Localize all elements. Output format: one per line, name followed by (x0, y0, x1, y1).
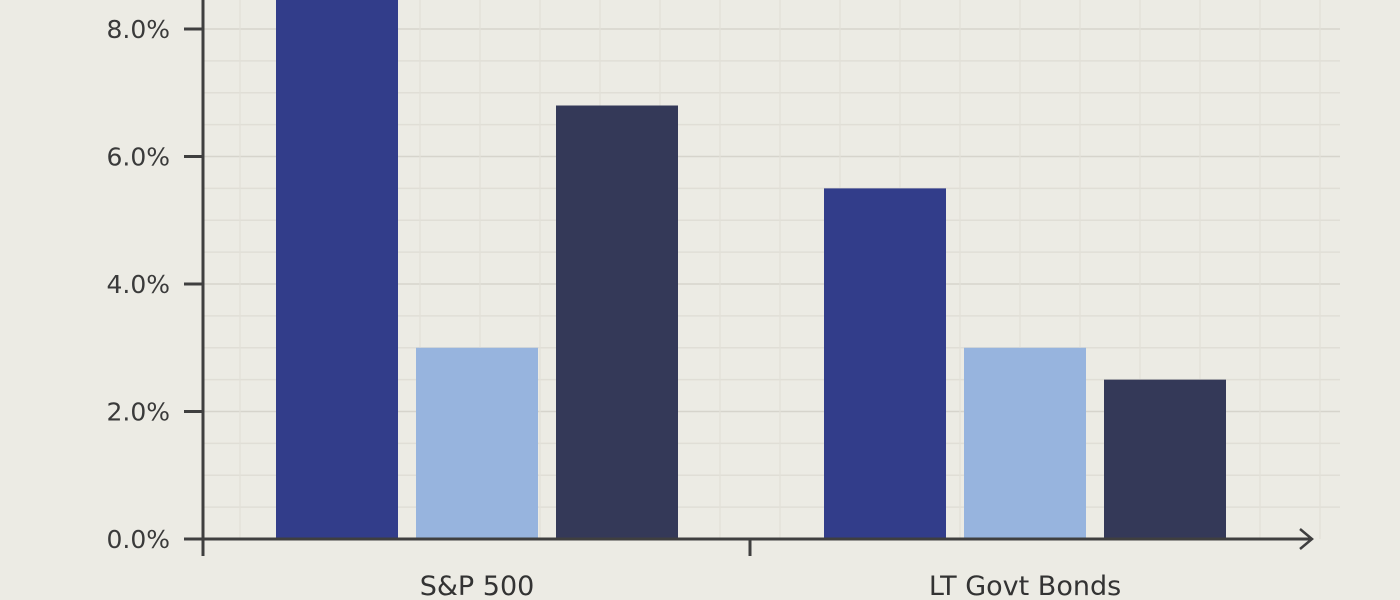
bar-2-3 (1104, 379, 1226, 539)
bar-1-3 (556, 105, 678, 539)
x-category-label: LT Govt Bonds (929, 571, 1121, 600)
y-tick-label: 0.0% (106, 525, 170, 554)
x-axis-labels: S&P 500 LT Govt Bonds (420, 571, 1121, 600)
y-axis-ticks: 0.0% 2.0% 4.0% 6.0% 8.0% (106, 15, 203, 554)
x-category-label: S&P 500 (420, 571, 535, 600)
bar-2-1 (824, 188, 946, 539)
axes (201, 0, 1314, 556)
x-axis-arrow-icon (1299, 528, 1314, 550)
y-tick-label: 4.0% (106, 270, 170, 299)
y-tick-label: 6.0% (106, 143, 170, 172)
bars (276, 0, 1226, 539)
bar-1-1 (276, 0, 398, 539)
y-tick-label: 2.0% (106, 398, 170, 427)
bar-1-2 (416, 347, 538, 539)
y-tick-label: 8.0% (106, 15, 170, 44)
bar-2-2 (964, 347, 1086, 539)
